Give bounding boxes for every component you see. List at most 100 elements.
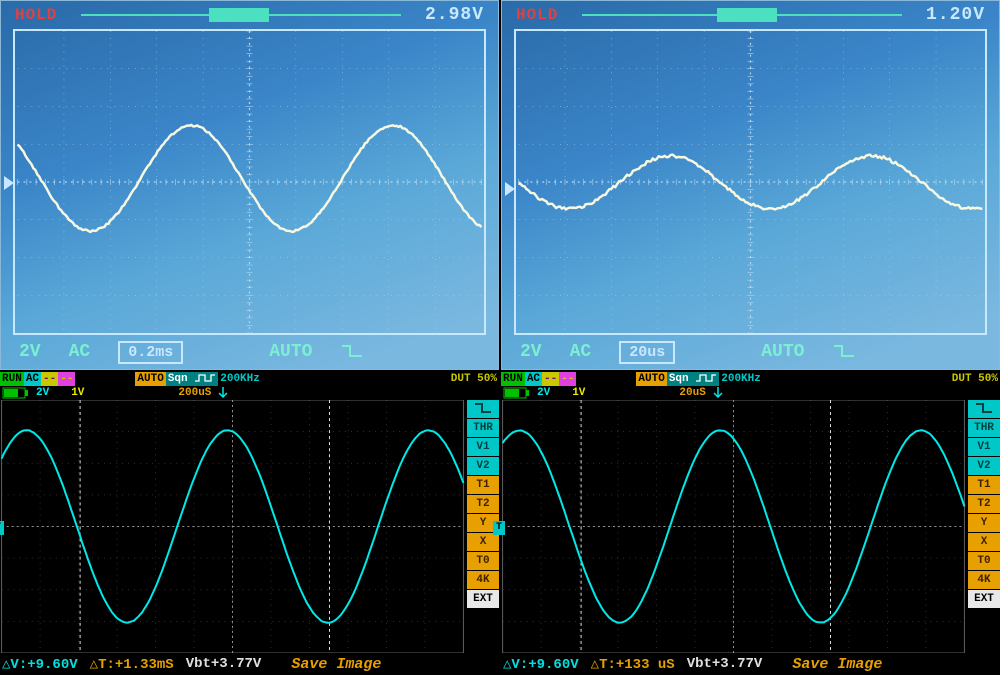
- ch-badge[interactable]: --: [41, 372, 58, 386]
- timebase-badge[interactable]: 20uS: [677, 386, 707, 400]
- side-button-T2[interactable]: T2: [968, 495, 1000, 513]
- delta-t-label: △T:+133 uS: [591, 656, 675, 673]
- side-button-T0[interactable]: T0: [968, 552, 1000, 570]
- side-button-T0[interactable]: T0: [467, 552, 499, 570]
- oscilloscope-top-left: HOLD 2.98V 2V AC 0.2ms AUTO: [0, 0, 499, 370]
- run-status[interactable]: RUN: [0, 372, 24, 386]
- scope-grid: [514, 29, 987, 335]
- trigger-edge-icon[interactable]: [832, 342, 856, 362]
- side-button-column: THRV1V2T1T2YXT04KEXT: [968, 400, 1000, 609]
- side-button-V2[interactable]: V2: [467, 457, 499, 475]
- trigger-mode-badge[interactable]: AUTO: [636, 372, 666, 386]
- trigger-edge-icon[interactable]: [340, 342, 364, 362]
- trigger-mode-label[interactable]: AUTO: [761, 342, 804, 362]
- trigger-mode-label[interactable]: AUTO: [269, 342, 312, 362]
- frequency-label: 200KHz: [218, 372, 262, 386]
- status-row-2: 2V 1V 200uS: [0, 386, 499, 400]
- spacer: [576, 372, 636, 386]
- vdiv-label[interactable]: 2V: [19, 342, 41, 362]
- measurement-footer: △V:+9.60V △T:+133 uS Vbt+3.77V Save Imag…: [503, 655, 998, 673]
- battery-icon: [0, 386, 34, 400]
- side-button-T2[interactable]: T2: [467, 495, 499, 513]
- waveform-canvas: [0, 400, 465, 653]
- timebar: [582, 8, 902, 22]
- waveform-canvas: [516, 31, 985, 333]
- ch1-vdiv[interactable]: 2V: [34, 386, 51, 400]
- trigger-marker: T: [493, 521, 505, 535]
- trigger-edge-icon[interactable]: [213, 386, 233, 400]
- hold-label: HOLD: [516, 6, 558, 24]
- vdiv-label[interactable]: 2V: [520, 342, 542, 362]
- spacer: [763, 372, 950, 386]
- duty-label: DUT 50%: [950, 372, 1000, 386]
- trigger-mode-badge[interactable]: AUTO: [135, 372, 165, 386]
- battery-icon: [501, 386, 535, 400]
- side-button-EXT[interactable]: EXT: [968, 590, 1000, 608]
- ch1-vdiv[interactable]: 2V: [535, 386, 552, 400]
- signal-type-badge[interactable]: Sqn: [667, 372, 719, 386]
- timebase-label[interactable]: 0.2ms: [118, 341, 183, 364]
- side-button-falling-edge[interactable]: [968, 400, 1000, 418]
- spacer: [552, 386, 570, 400]
- timebase-badge[interactable]: 200uS: [176, 386, 213, 400]
- top-scope-footer: 2V AC 20us AUTO: [502, 339, 999, 365]
- spacer: [262, 372, 449, 386]
- oscilloscope-bottom-right: RUN AC -- -- AUTO Sqn 200KHz DUT 50% 2V …: [501, 372, 1000, 675]
- save-image-button[interactable]: Save Image: [291, 656, 381, 673]
- top-scope-header: HOLD 2.98V: [1, 3, 498, 27]
- duty-label: DUT 50%: [449, 372, 499, 386]
- coupling-label[interactable]: AC: [570, 342, 592, 362]
- waveform-canvas: [501, 400, 966, 653]
- status-row-1: RUN AC -- -- AUTO Sqn 200KHz DUT 50%: [501, 372, 1000, 386]
- ch-badge[interactable]: --: [58, 372, 75, 386]
- voltage-reading: 2.98V: [425, 5, 484, 25]
- side-button-THR[interactable]: THR: [968, 419, 1000, 437]
- scope-plot: T: [0, 400, 465, 653]
- side-button-T1[interactable]: T1: [968, 476, 1000, 494]
- side-button-falling-edge[interactable]: [467, 400, 499, 418]
- side-button-THR[interactable]: THR: [467, 419, 499, 437]
- side-button-V2[interactable]: V2: [968, 457, 1000, 475]
- coupling-badge[interactable]: AC: [24, 372, 41, 386]
- top-scope-header: HOLD 1.20V: [502, 3, 999, 27]
- side-button-T1[interactable]: T1: [467, 476, 499, 494]
- waveform-canvas: [15, 31, 484, 333]
- vbat-label: Vbt+3.77V: [186, 656, 262, 672]
- trigger-level-arrow-icon: [4, 176, 14, 190]
- spacer: [86, 386, 176, 400]
- coupling-label[interactable]: AC: [69, 342, 91, 362]
- delta-v-label: △V:+9.60V: [503, 656, 579, 673]
- top-scope-footer: 2V AC 0.2ms AUTO: [1, 339, 498, 365]
- timebar: [81, 8, 401, 22]
- ch-badge[interactable]: --: [542, 372, 559, 386]
- timebase-label[interactable]: 20us: [619, 341, 675, 364]
- save-image-button[interactable]: Save Image: [792, 656, 882, 673]
- voltage-reading: 1.20V: [926, 5, 985, 25]
- run-status[interactable]: RUN: [501, 372, 525, 386]
- ch-badge[interactable]: --: [559, 372, 576, 386]
- side-button-X[interactable]: X: [467, 533, 499, 551]
- delta-t-label: △T:+1.33mS: [90, 656, 174, 673]
- signal-type-badge[interactable]: Sqn: [166, 372, 218, 386]
- side-button-EXT[interactable]: EXT: [467, 590, 499, 608]
- side-button-4K[interactable]: 4K: [968, 571, 1000, 589]
- side-button-Y[interactable]: Y: [968, 514, 1000, 532]
- side-button-V1[interactable]: V1: [968, 438, 1000, 456]
- frequency-label: 200KHz: [719, 372, 763, 386]
- side-button-V1[interactable]: V1: [467, 438, 499, 456]
- spacer: [587, 386, 677, 400]
- status-row-1: RUN AC -- -- AUTO Sqn 200KHz DUT 50%: [0, 372, 499, 386]
- side-button-4K[interactable]: 4K: [467, 571, 499, 589]
- scope-grid: [13, 29, 486, 335]
- trigger-edge-icon[interactable]: [708, 386, 728, 400]
- scope-plot: T: [501, 400, 966, 653]
- side-button-column: THRV1V2T1T2YXT04KEXT: [467, 400, 499, 609]
- side-button-X[interactable]: X: [968, 533, 1000, 551]
- ch2-vdiv[interactable]: 1V: [570, 386, 587, 400]
- spacer: [75, 372, 135, 386]
- hold-label: HOLD: [15, 6, 57, 24]
- ch2-vdiv[interactable]: 1V: [69, 386, 86, 400]
- coupling-badge[interactable]: AC: [525, 372, 542, 386]
- trigger-level-arrow-icon: [505, 182, 515, 196]
- oscilloscope-top-right: HOLD 1.20V 2V AC 20us AUTO: [501, 0, 1000, 370]
